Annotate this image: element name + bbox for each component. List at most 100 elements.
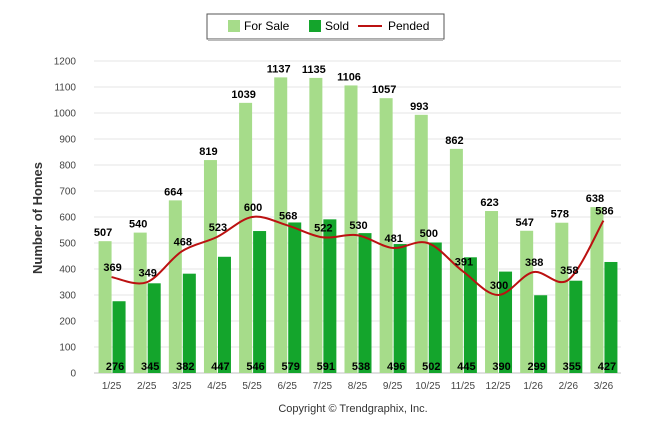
- x-tick-5: 6/25: [277, 381, 297, 392]
- label-for-sale-6: 1135: [302, 64, 326, 76]
- bar-sold-3: [217, 256, 231, 373]
- x-tick-14: 3/26: [594, 381, 614, 392]
- y-tick-1200: 1200: [54, 57, 77, 68]
- label-for-sale-2: 664: [164, 186, 183, 198]
- label-sold-11: 390: [492, 361, 510, 373]
- legend-label-sold: Sold: [325, 19, 349, 33]
- x-tick-4: 5/25: [242, 381, 262, 392]
- label-for-sale-10: 862: [445, 135, 463, 147]
- x-tick-3: 4/25: [207, 381, 227, 392]
- x-tick-0: 1/25: [102, 381, 122, 392]
- label-sold-3: 447: [211, 361, 229, 373]
- bar-sold-12: [534, 295, 548, 373]
- label-for-sale-7: 1106: [337, 71, 361, 83]
- bar-for-sale-11: [485, 211, 499, 373]
- bar-sold-8: [393, 244, 407, 373]
- bar-for-sale-3: [203, 160, 217, 373]
- label-sold-10: 445: [457, 361, 475, 373]
- label-pended-0: 369: [103, 262, 121, 274]
- label-pended-13: 358: [560, 265, 578, 277]
- legend-label-pended: Pended: [388, 19, 429, 33]
- label-pended-11: 300: [490, 280, 508, 292]
- legend-label-for-sale: For Sale: [244, 19, 290, 33]
- bar-for-sale-12: [520, 230, 534, 373]
- x-tick-6: 7/25: [313, 381, 333, 392]
- y-tick-600: 600: [59, 213, 76, 224]
- bar-sold-1: [147, 283, 161, 373]
- label-pended-2: 468: [174, 236, 192, 248]
- label-sold-8: 496: [387, 361, 405, 373]
- label-for-sale-1: 540: [129, 219, 147, 231]
- label-for-sale-14: 638: [586, 193, 604, 205]
- y-tick-500: 500: [59, 239, 76, 250]
- y-tick-1100: 1100: [54, 83, 76, 94]
- label-for-sale-13: 578: [551, 209, 569, 221]
- label-pended-6: 522: [314, 222, 332, 234]
- label-pended-7: 530: [349, 220, 367, 232]
- bar-sold-6: [323, 219, 337, 373]
- y-tick-300: 300: [59, 291, 76, 302]
- copyright-text: Copyright © Trendgraphix, Inc.: [278, 403, 427, 415]
- label-sold-6: 591: [317, 361, 335, 373]
- data-labels: 507 276 369 540 345 349 664 382 468 819 447 523 1039…: [94, 63, 616, 373]
- legend: For Sale Sold Pended: [206, 13, 445, 41]
- legend-swatch-for-sale: [228, 20, 240, 32]
- y-tick-200: 200: [59, 317, 76, 328]
- label-pended-4: 600: [244, 202, 262, 214]
- bar-for-sale-0: [98, 241, 112, 373]
- bar-sold-5: [288, 222, 302, 373]
- bar-for-sale-1: [133, 232, 147, 373]
- label-for-sale-0: 507: [94, 227, 112, 239]
- pended-line-group: [111, 215, 605, 297]
- label-pended-8: 481: [384, 233, 402, 245]
- label-pended-14: 586: [595, 206, 613, 218]
- bar-for-sale-8: [379, 98, 393, 374]
- legend-box: [206, 13, 445, 40]
- y-tick-800: 800: [59, 161, 76, 172]
- y-axis-label: Number of Homes: [30, 162, 45, 274]
- label-pended-3: 523: [209, 222, 227, 234]
- bar-sold-10: [463, 257, 477, 373]
- label-sold-7: 538: [352, 361, 370, 373]
- label-sold-2: 382: [176, 361, 194, 373]
- label-sold-4: 546: [246, 361, 264, 373]
- bar-for-sale-10: [449, 148, 463, 373]
- bar-sold-4: [253, 231, 267, 373]
- label-sold-13: 355: [563, 361, 581, 373]
- bar-sold-9: [428, 242, 442, 373]
- label-sold-9: 502: [422, 361, 440, 373]
- x-tick-labels: 1/25 2/25 3/25 4/25 5/25 6/25 7/25 8/25 9/25 10/2…: [102, 381, 614, 392]
- label-for-sale-4: 1039: [231, 89, 255, 101]
- label-sold-14: 427: [598, 361, 616, 373]
- x-tick-7: 8/25: [348, 381, 368, 392]
- bar-for-sale-9: [414, 114, 428, 373]
- bar-for-sale-2: [168, 200, 182, 373]
- x-tick-11: 12/25: [486, 381, 511, 392]
- bar-sold-13: [569, 280, 583, 373]
- label-for-sale-8: 1057: [372, 84, 396, 96]
- bar-for-sale-4: [239, 102, 253, 374]
- y-tick-100: 100: [59, 343, 76, 354]
- bar-sold-7: [358, 233, 372, 373]
- x-tick-10: 11/25: [451, 381, 476, 392]
- label-pended-12: 388: [525, 257, 543, 269]
- x-tick-13: 2/26: [559, 381, 579, 392]
- x-tick-2: 3/25: [172, 381, 192, 392]
- bar-for-sale-7: [344, 85, 358, 373]
- y-tick-400: 400: [59, 265, 76, 276]
- label-for-sale-11: 623: [480, 197, 498, 209]
- label-for-sale-9: 993: [410, 101, 428, 113]
- bar-for-sale-5: [274, 77, 288, 373]
- bar-for-sale-13: [555, 222, 569, 373]
- x-tick-8: 9/25: [383, 381, 403, 392]
- label-pended-5: 568: [279, 210, 297, 222]
- label-pended-9: 500: [420, 228, 438, 240]
- label-sold-0: 276: [106, 361, 124, 373]
- x-tick-12: 1/26: [523, 381, 543, 392]
- y-tick-700: 700: [59, 187, 76, 198]
- label-sold-12: 299: [527, 361, 545, 373]
- bar-sold-14: [604, 261, 618, 373]
- bar-sold-11: [499, 271, 513, 373]
